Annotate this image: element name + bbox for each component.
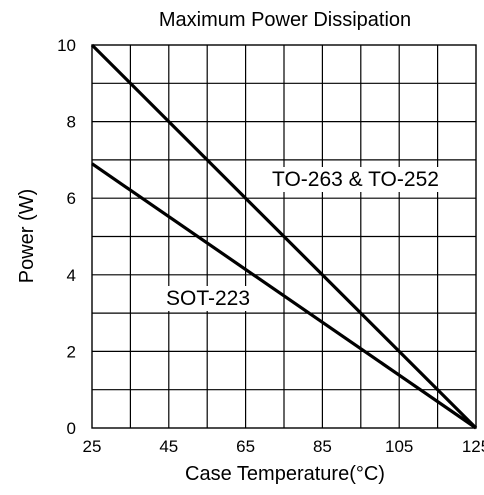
annotation-to263-to252: TO-263 & TO-252 [272, 168, 439, 191]
series-line-0 [90, 43, 478, 430]
x-tick-label: 25 [83, 437, 102, 456]
x-tick-label: 85 [313, 437, 332, 456]
annotation-sot223: SOT-223 [166, 287, 250, 310]
y-tick-label: 2 [67, 342, 76, 361]
y-tick-label: 4 [67, 266, 76, 285]
x-axis-label: Case Temperature(°C) [185, 463, 385, 485]
x-tick-label: 105 [385, 437, 413, 456]
x-tick-label: 65 [236, 437, 255, 456]
x-tick-label: 125 [462, 437, 484, 456]
series-lines [90, 43, 478, 430]
y-axis-label: Power (W) [16, 189, 38, 283]
y-tick-label: 0 [67, 419, 76, 438]
tick-labels: 25 45 65 85 105 125 0 2 4 6 8 10 [57, 36, 484, 456]
annotation-background [269, 167, 442, 192]
y-tick-label: 8 [67, 113, 76, 132]
annotation-background [163, 286, 254, 311]
plot-frame [91, 44, 477, 429]
y-tick-label: 6 [67, 189, 76, 208]
y-tick-label: 10 [57, 36, 76, 55]
chart-title: Maximum Power Dissipation [159, 9, 411, 31]
x-tick-label: 45 [159, 437, 178, 456]
series-line-1 [91, 162, 477, 430]
